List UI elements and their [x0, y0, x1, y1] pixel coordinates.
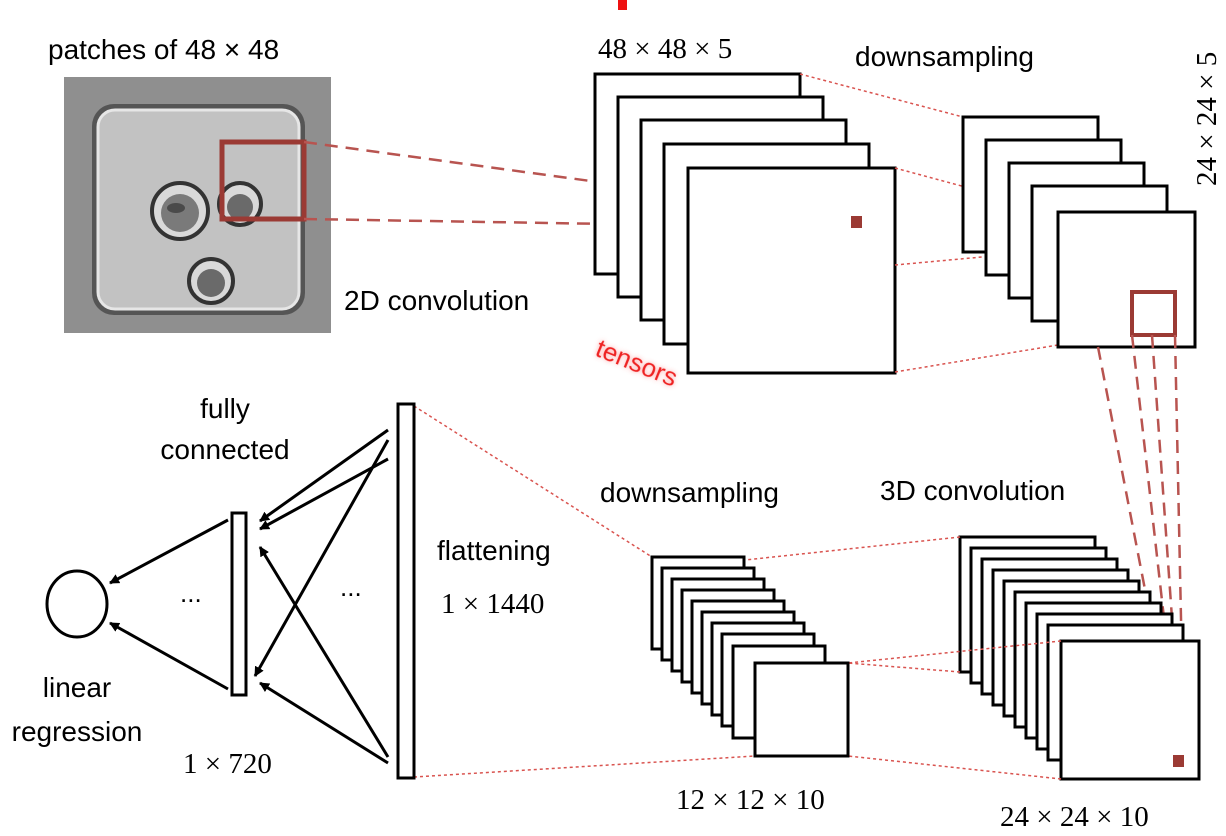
- fc-dims-label: 1 × 720: [183, 748, 272, 780]
- flattened-vector: [396, 402, 416, 780]
- cell-1: [150, 181, 210, 241]
- conv2d-label: 2D convolution: [344, 285, 529, 316]
- conv3d-feature-maps: [958, 535, 1201, 781]
- cell-micrograph-image: [64, 77, 331, 333]
- conv2d-dims-label: 48 × 48 × 5: [598, 33, 732, 65]
- top-red-mark: [618, 0, 627, 10]
- flattening-label: flattening: [437, 535, 551, 566]
- conv3d-kernel-box: [1130, 290, 1177, 337]
- small-map-10: [753, 661, 850, 758]
- ellipsis-fc: ...: [180, 578, 202, 608]
- fully-connected-layer: [230, 511, 248, 697]
- flattened-dims-label: 1 × 1440: [441, 588, 544, 620]
- downsampled-dims-label: 24 × 24 × 5: [1191, 52, 1223, 186]
- patches-label: patches of 48 × 48: [48, 34, 279, 65]
- output-node: [45, 569, 109, 639]
- conv2d-feature-maps: [593, 72, 897, 375]
- linear-regression-label-line1: linear: [43, 672, 111, 703]
- fully-connected-label-line1: fully: [200, 393, 250, 424]
- conv2d-map-5: [686, 166, 897, 375]
- linear-regression-label-line2: regression: [12, 716, 143, 747]
- downsampled-3d-dims-label: 12 × 12 × 10: [676, 784, 825, 816]
- downsampling-bottom-label: downsampling: [600, 477, 779, 508]
- downsample-bottom-connectors: [744, 536, 1062, 780]
- conv3d-label: 3D convolution: [880, 475, 1065, 506]
- kernel-connectors: [1096, 334, 1186, 761]
- downsampled-3d-feature-maps: [650, 555, 850, 758]
- patch-connector-bottom: [303, 217, 856, 230]
- down-map-5: [1056, 210, 1197, 349]
- fc-arrows: [109, 428, 390, 765]
- ellipsis-flatten: ...: [340, 572, 362, 602]
- flatten-connectors: [413, 405, 756, 778]
- downsampled-feature-maps: [961, 115, 1197, 349]
- cell-2: [217, 181, 263, 227]
- fully-connected-label-line2: connected: [160, 434, 289, 465]
- downsampling-top-label: downsampling: [855, 41, 1034, 72]
- conv2d-patch-marker: [851, 216, 862, 228]
- conv3d-patch-marker: [1173, 755, 1184, 767]
- conv3d-dims-label: 24 × 24 × 10: [1000, 801, 1149, 833]
- patch-highlight-box: [219, 139, 307, 222]
- cell-3: [187, 257, 235, 305]
